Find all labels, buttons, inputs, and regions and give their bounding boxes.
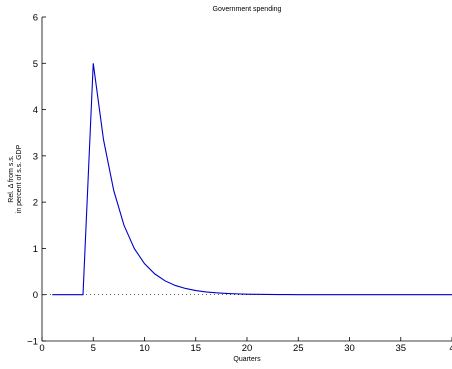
x-tick-label: 30	[344, 343, 355, 354]
y-axis-label-line-1: Rel. Δ from s.s.	[8, 155, 15, 203]
data-point	[226, 293, 227, 294]
y-tick-label: 6	[33, 13, 38, 24]
data-point	[82, 294, 83, 295]
data-point	[195, 290, 196, 291]
data-point	[103, 139, 104, 140]
y-axis-label-line-2: in percent of s.s. GDP	[16, 144, 23, 213]
x-tick-label: 10	[139, 343, 150, 354]
data-point	[134, 248, 135, 249]
data-point	[257, 294, 258, 295]
y-tick-label: −1	[27, 337, 38, 348]
x-tick-label: 4	[449, 343, 452, 354]
x-tick-label: 0	[39, 343, 44, 354]
data-point	[267, 294, 268, 295]
data-point	[205, 291, 206, 292]
x-axis-label: Quarters	[233, 356, 261, 363]
data-point	[144, 263, 145, 264]
y-tick-label: 4	[33, 105, 38, 116]
data-point	[390, 294, 391, 295]
x-tick-label: 20	[242, 343, 253, 354]
data-point	[380, 294, 381, 295]
y-tick-label: 0	[33, 290, 38, 301]
data-point	[410, 294, 411, 295]
data-point	[154, 273, 155, 274]
data-point	[164, 280, 165, 281]
data-point	[72, 294, 73, 295]
data-point	[113, 190, 114, 191]
x-tick-label: 35	[395, 343, 406, 354]
data-point	[441, 294, 442, 295]
data-point	[287, 294, 288, 295]
data-point	[62, 294, 63, 295]
chart-title: Government spending	[213, 6, 282, 13]
x-tick-label: 15	[190, 343, 201, 354]
data-point	[369, 294, 370, 295]
y-tick-label: 5	[33, 59, 38, 70]
data-point	[359, 294, 360, 295]
data-point	[339, 294, 340, 295]
data-point	[236, 293, 237, 294]
data-point	[400, 294, 401, 295]
data-point	[298, 294, 299, 295]
data-point	[93, 63, 94, 64]
y-tick-label: 2	[33, 198, 38, 209]
x-tick-label: 25	[293, 343, 304, 354]
data-point	[216, 292, 217, 293]
data-point	[185, 288, 186, 289]
data-point	[246, 294, 247, 295]
data-point	[421, 294, 422, 295]
y-tick-label: 1	[33, 244, 38, 255]
data-point	[431, 294, 432, 295]
data-point	[318, 294, 319, 295]
data-point	[277, 294, 278, 295]
x-tick-label: 5	[91, 343, 96, 354]
series-line	[52, 63, 452, 296]
data-point	[52, 294, 53, 295]
data-point	[123, 225, 124, 226]
data-point	[308, 294, 309, 295]
data-point	[328, 294, 329, 295]
y-tick-label: 3	[33, 151, 38, 162]
data-point	[349, 294, 350, 295]
data-point	[175, 285, 176, 286]
